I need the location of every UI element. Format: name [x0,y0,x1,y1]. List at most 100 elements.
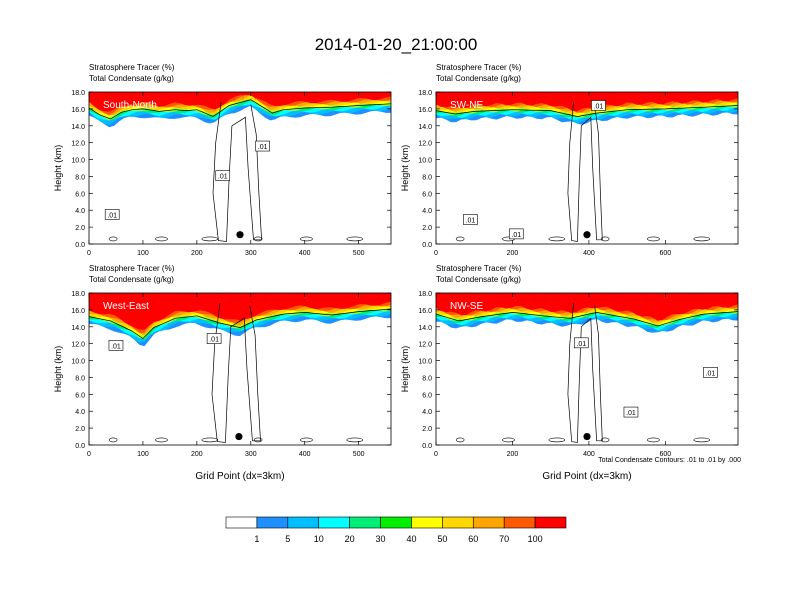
colorbar-label: 10 [314,534,324,544]
panel-p4: Stratosphere Tracer (%) Total Condensate … [400,264,739,482]
condensate-blob [600,236,610,242]
y-tick-label: 2.0 [422,225,432,232]
x-tick-label: 400 [299,451,311,458]
contour-label-box [508,228,524,240]
y-tick-label: 6.0 [422,191,432,198]
condensate-blob [253,437,263,443]
plot-frame [88,91,392,245]
y-tick-label: 18.0 [71,291,85,298]
condensate-blob [693,236,711,242]
y-tick-label: 8.0 [422,375,432,382]
x-tick-label: 600 [660,451,672,458]
y-tick-label: 0.0 [75,443,85,450]
condensate-blob [108,236,118,242]
y-tick-label: 8.0 [422,174,432,181]
colorbar-label: 60 [468,534,478,544]
contour-label-box [215,170,231,181]
panels: Stratosphere Tracer (%) Total Condensate … [53,63,739,482]
x-tick-label: 200 [507,451,519,458]
panel-subtitle-condensate: Total Condensate (g/kg) [89,275,174,284]
colorbar-swatch [411,516,443,529]
colorbar-label: 100 [528,534,543,544]
contour-label: .01 [594,104,604,111]
y-tick-label: 10.0 [418,359,432,366]
colorbar-label: 20 [345,534,355,544]
x-tick-label: 600 [660,250,672,257]
panel-subtitle-condensate: Total Condensate (g/kg) [436,275,521,284]
colorbar-swatch [380,516,412,529]
contour-label-box [573,337,589,349]
colorbar: 1 5 10 20 30 40 50 60 70 100 [225,516,567,544]
x-tick-label: 300 [245,451,257,458]
x-tick-label: 0 [434,451,438,458]
contour-label-box [255,140,270,152]
colorbar-swatch [503,516,536,529]
convective-contour [212,102,262,242]
contour-label-box [703,367,718,378]
condensate-blob [300,437,313,443]
panel-p1: Stratosphere Tracer (%) Total Condensate … [53,63,392,257]
panel-label: South-North [103,100,157,111]
y-axis-label: Height (km) [53,346,63,393]
y-tick-label: 0.0 [422,242,432,249]
panel-p3: Stratosphere Tracer (%) Total Condensate … [53,264,392,482]
contour-label: .01 [466,218,476,225]
contour-label-box [591,100,606,111]
y-tick-label: 6.0 [75,392,85,399]
colorbar-swatch [318,516,350,529]
figure-title: 2014-01-20_21:00:00 [315,35,478,54]
y-tick-label: 10.0 [71,359,85,366]
x-axis-label: Grid Point (dx=3km) [542,471,631,482]
condensate-blob [455,437,465,443]
x-tick-label: 0 [87,250,91,257]
colorbar-swatch [472,516,505,529]
plot-frame [435,91,739,245]
condensate-blob [647,236,660,242]
panel-subtitle-tracer: Stratosphere Tracer (%) [89,264,175,273]
contour-label: .01 [511,232,521,239]
y-tick-label: 18.0 [418,90,432,97]
panel-subtitle-tracer: Stratosphere Tracer (%) [436,63,522,72]
plot-frame [88,292,392,446]
y-tick-label: 14.0 [418,325,432,332]
contour-label-box [206,333,222,344]
convective-contour [567,303,603,443]
condensate-blob [647,437,660,443]
contour-label: .01 [626,410,636,417]
y-tick-label: 12.0 [418,141,432,148]
contour-label: .01 [706,370,716,377]
y-axis-label: Height (km) [400,346,410,393]
plot-frame [435,292,739,446]
y-tick-label: 18.0 [71,90,85,97]
y-tick-label: 16.0 [418,107,432,114]
panel-label: SW-NE [450,100,483,111]
y-tick-label: 8.0 [75,174,85,181]
y-tick-label: 10.0 [71,158,85,165]
condensate-blob [346,437,364,443]
contour-label-box [108,340,124,351]
y-axis-label: Height (km) [53,145,63,192]
contour-label: .01 [209,337,219,344]
colorbar-label: 40 [406,534,416,544]
contour-label: .01 [218,174,228,181]
colorbar-label: 1 [254,534,259,544]
tracer-band-9 [89,293,391,330]
y-tick-label: 18.0 [418,291,432,298]
y-tick-label: 8.0 [75,375,85,382]
panel-subtitle-tracer: Stratosphere Tracer (%) [436,264,522,273]
condensate-blob [300,236,313,242]
y-tick-label: 16.0 [71,308,85,315]
convective-contour [211,303,261,443]
condensate-contour [88,308,392,340]
y-tick-label: 2.0 [75,225,85,232]
condensate-contour [435,105,739,117]
contour-label-box [104,209,120,220]
panel-label: West-East [103,301,149,312]
x-tick-label: 200 [191,250,203,257]
y-tick-label: 2.0 [75,426,85,433]
y-tick-label: 12.0 [71,342,85,349]
y-tick-label: 4.0 [422,208,432,215]
x-tick-label: 400 [583,250,595,257]
condensate-blob [502,437,515,443]
